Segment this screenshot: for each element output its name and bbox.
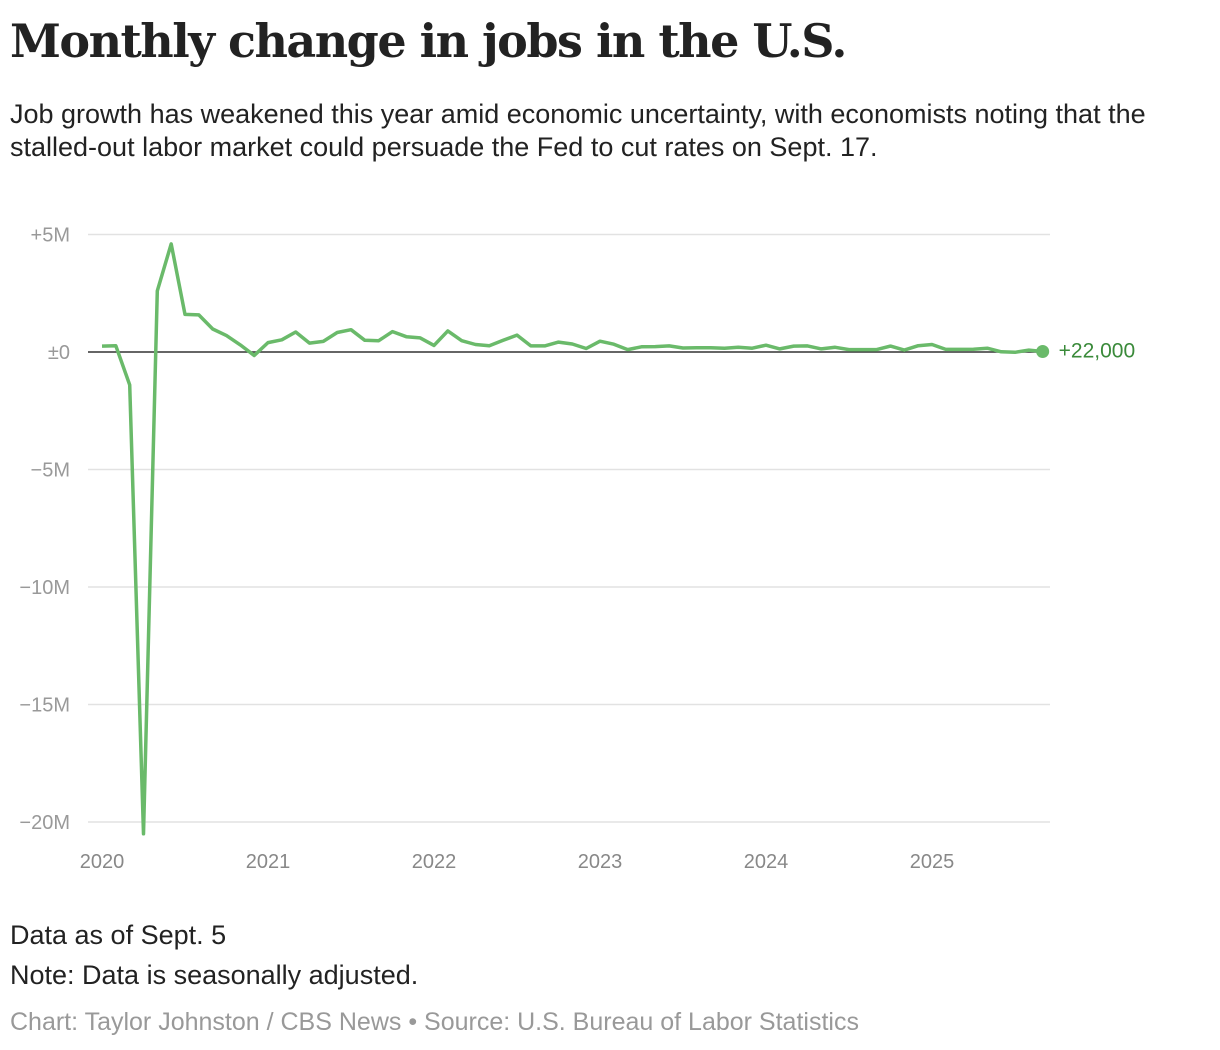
end-value-label: +22,000 — [1059, 339, 1136, 362]
y-tick-label: −5M — [31, 460, 70, 482]
x-tick-label: 2022 — [412, 851, 457, 873]
series-line — [101, 242, 1043, 836]
credit: Chart: Taylor Johnston / CBS News • Sour… — [10, 1008, 859, 1036]
y-tick-label: −20M — [19, 812, 70, 834]
x-tick-label: 2024 — [744, 851, 789, 873]
line-chart: +5M ±0 −5M −10M −15M −20M 2020 2021 2022 2023 2024… — [19, 225, 1136, 874]
y-tick-label: +5M — [31, 225, 70, 247]
x-tick-label: 2021 — [246, 851, 291, 873]
note: Note: Data is seasonally adjusted. — [10, 960, 419, 990]
data-as-of: Data as of Sept. 5 — [10, 920, 227, 950]
y-tick-label: −10M — [19, 577, 70, 599]
x-tick-label: 2023 — [578, 851, 623, 873]
x-tick-label: 2025 — [910, 851, 955, 873]
y-tick-label: −15M — [19, 695, 70, 717]
chart-subtitle: Job growth has weakened this year amid e… — [10, 99, 1146, 162]
x-tick-label: 2020 — [80, 851, 125, 873]
data-point — [1036, 344, 1050, 358]
y-tick-label: ±0 — [48, 342, 70, 364]
chart-title: Monthly change in jobs in the U.S. — [10, 14, 847, 68]
